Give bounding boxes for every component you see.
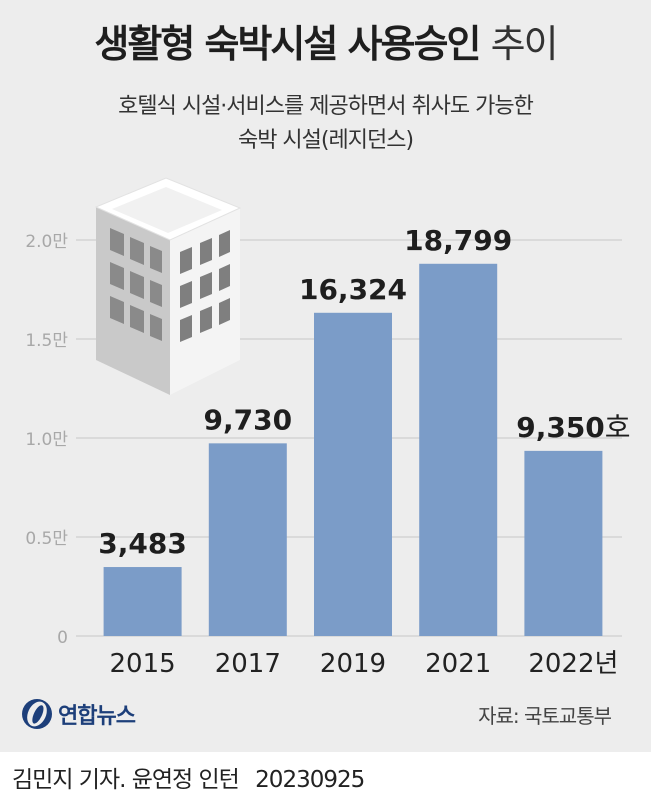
credit-line: 김민지 기자. 윤연정 인턴 20230925 [12, 760, 365, 794]
value-label: 3,483 [98, 527, 187, 560]
value-labels: 3,483 9,730 16,324 18,799 9,350호 [98, 224, 630, 560]
y-axis-ticks: 0 0.5만 1.0만 1.5만 2.0만 [25, 232, 68, 648]
value-label: 9,730 [204, 403, 293, 436]
bars [103, 263, 603, 636]
page-title: 생활형 숙박시설 사용승인 추이 [0, 20, 651, 68]
y-tick-label: 2.0만 [25, 232, 68, 252]
building-icon [94, 177, 242, 395]
infographic-card: 생활형 숙박시설 사용승인 추이 호텔식 시설·서비스를 제공하면서 취사도 가… [0, 0, 651, 752]
bar-2019 [314, 312, 392, 636]
title-light: 추이 [490, 22, 559, 66]
value-label: 9,350호 [516, 411, 630, 444]
value-label: 18,799 [404, 224, 512, 257]
y-tick-label: 1.5만 [25, 331, 68, 351]
x-axis-ticks: 2015 2017 2019 2021 2022년 [110, 649, 619, 679]
x-tick-label: 2015 [110, 649, 176, 679]
bar-2021 [419, 263, 498, 636]
logo: 연합뉴스 [20, 694, 136, 734]
subtitle-line-2: 숙박 시설(레지던스) [237, 128, 414, 153]
credit-authors: 김민지 기자. 윤연정 인턴 [12, 767, 240, 793]
bar-2017 [208, 443, 287, 636]
value-label: 16,324 [299, 273, 407, 306]
bar-2015 [103, 567, 182, 636]
bar-2022년 [524, 450, 603, 636]
x-tick-label: 2022년 [528, 649, 618, 679]
y-tick-label: 0.5만 [25, 529, 68, 549]
subtitle-line-1: 호텔식 시설·서비스를 제공하면서 취사도 가능한 [118, 94, 534, 119]
x-tick-label: 2017 [215, 649, 281, 679]
x-tick-label: 2019 [320, 649, 386, 679]
logo-text: 연합뉴스 [58, 704, 136, 729]
credit-date: 20230925 [255, 767, 365, 793]
x-tick-label: 2021 [425, 649, 491, 679]
y-tick-label: 1.0만 [25, 430, 68, 450]
source-note: 자료: 국토교통부 [478, 704, 612, 728]
subtitle: 호텔식 시설·서비스를 제공하면서 취사도 가능한 숙박 시설(레지던스) [0, 90, 651, 158]
value-unit: 호 [605, 411, 631, 444]
y-tick-label: 0 [57, 628, 68, 648]
title-bold: 생활형 숙박시설 사용승인 [94, 22, 481, 66]
bar-chart: 0 0.5만 1.0만 1.5만 2.0만 [25, 177, 631, 679]
yonhap-logo-icon [20, 697, 54, 731]
